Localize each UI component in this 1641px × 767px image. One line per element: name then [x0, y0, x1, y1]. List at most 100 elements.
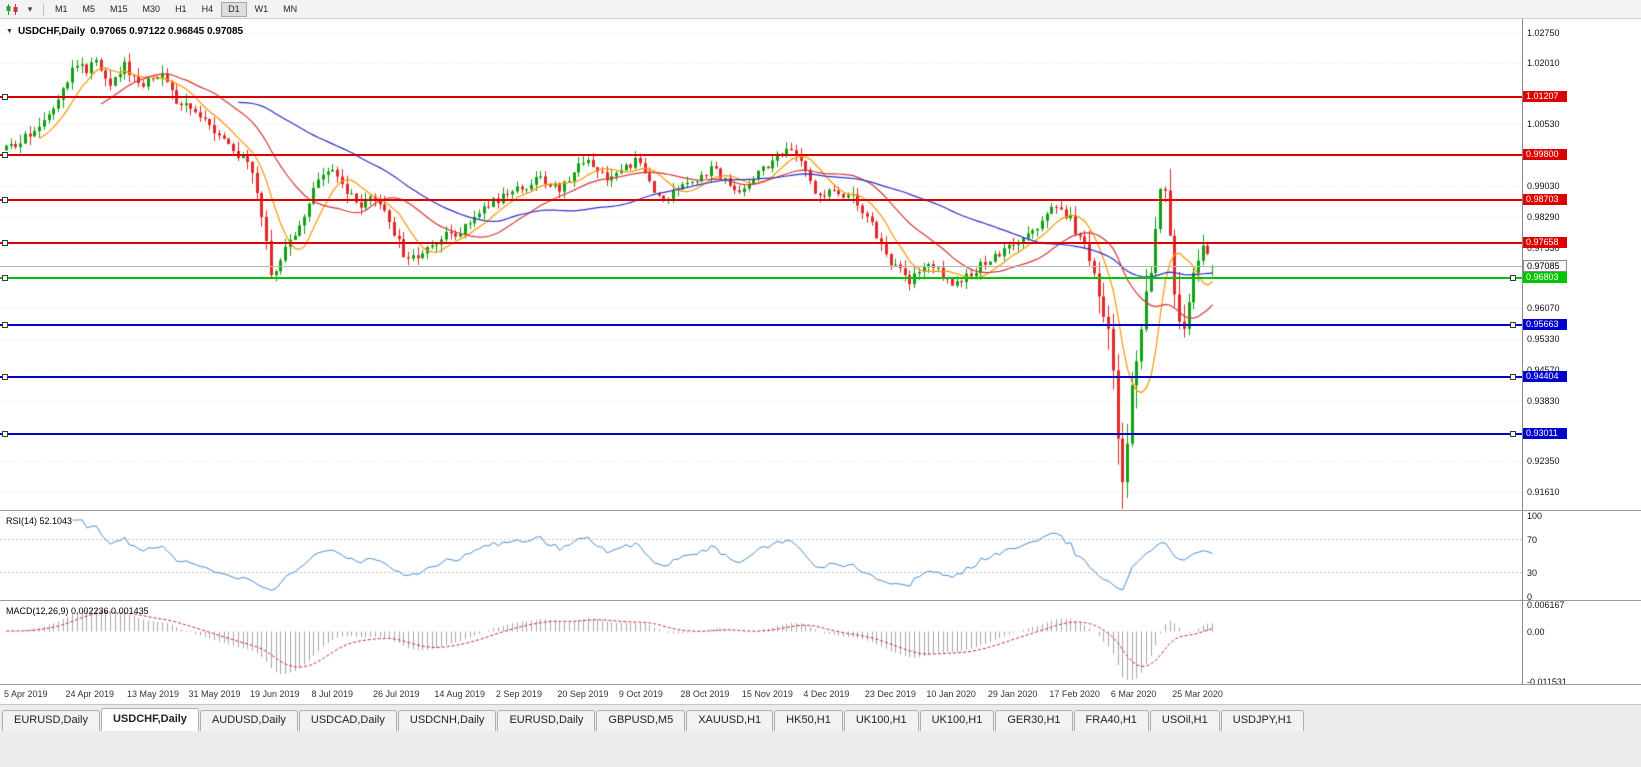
chart-tab-7-xauusd-h1[interactable]: XAUUSD,H1 — [686, 710, 774, 731]
chart-tab-14-usdjpy-h1[interactable]: USDJPY,H1 — [1220, 710, 1304, 731]
time-axis-label: 13 May 2019 — [126, 689, 180, 699]
chart-tab-9-uk100-h1[interactable]: UK100,H1 — [843, 710, 919, 731]
time-axis-label: 31 May 2019 — [188, 689, 241, 699]
toolbar-separator — [43, 2, 44, 16]
time-axis-label: 23 Dec 2019 — [864, 689, 916, 699]
chart-tab-12-fra40-h1[interactable]: FRA40,H1 — [1073, 710, 1149, 731]
chart-type-icon[interactable] — [3, 1, 21, 17]
line-handle[interactable] — [2, 196, 8, 203]
chart-symbol-period: USDCHF,Daily — [17, 26, 86, 37]
price-level-tag: 0.93011 — [1523, 428, 1567, 440]
line-handle[interactable] — [1510, 373, 1516, 380]
support-line[interactable] — [0, 323, 1522, 326]
price-axis-tick: 1.02750 — [1527, 28, 1560, 38]
price-level-tag: 0.99800 — [1523, 148, 1567, 160]
chart-tab-10-uk100-h1[interactable]: UK100,H1 — [919, 710, 995, 731]
price-level-tag: 0.98703 — [1523, 193, 1567, 205]
current-price-tag: 0.97085 — [1523, 260, 1567, 273]
time-axis-label: 4 Dec 2019 — [803, 689, 850, 699]
line-handle[interactable] — [2, 431, 8, 438]
chart-type-dropdown-icon[interactable]: ▾ — [27, 3, 33, 14]
pane-separator-rsi[interactable] — [0, 510, 1641, 511]
time-axis-label: 2 Sep 2019 — [495, 689, 542, 699]
price-axis-tick: 0.95330 — [1527, 333, 1560, 344]
timeframe-button-mn[interactable]: MN — [276, 2, 304, 17]
resistance-line[interactable] — [0, 95, 1522, 98]
price-axis-tick: 0.99030 — [1527, 181, 1560, 192]
price-axis-tick: 0.94570 — [1527, 365, 1560, 375]
timeframe-button-h1[interactable]: H1 — [168, 2, 194, 17]
pane-separator-macd[interactable] — [0, 600, 1641, 601]
rsi-pane-canvas[interactable] — [0, 511, 1522, 600]
support-line[interactable] — [0, 277, 1522, 280]
price-axis-tick: 0.98290 — [1527, 211, 1560, 222]
resistance-line[interactable] — [0, 241, 1522, 244]
macd-axis-label: -0.011531 — [1527, 677, 1567, 688]
time-axis-label: 8 Jul 2019 — [311, 689, 353, 699]
chart-tab-3-usdcad-daily[interactable]: USDCAD,Daily — [298, 710, 397, 731]
chart-tab-bar: EURUSD,Daily USDCHF,Daily AUDUSD,Daily USDC… — [0, 705, 1641, 731]
price-axis-tick: 0.96070 — [1527, 303, 1560, 314]
chart-tab-11-ger30-h1[interactable]: GER30,H1 — [995, 710, 1073, 731]
price-chart-canvas[interactable] — [0, 19, 1522, 510]
symbol-icon: ▼ — [6, 28, 13, 35]
line-handle[interactable] — [2, 93, 8, 100]
macd-indicator-label: MACD(12,26,9) 0.002236 0.001435 — [6, 606, 149, 616]
timeframe-button-m15[interactable]: M15 — [103, 2, 135, 17]
chart-tab-2-audusd-daily[interactable]: AUDUSD,Daily — [199, 710, 298, 731]
time-axis-label: 26 Jul 2019 — [372, 689, 420, 699]
line-handle[interactable] — [2, 275, 8, 282]
price-level-tag: 0.94404 — [1523, 370, 1567, 382]
time-axis-label: 28 Oct 2019 — [680, 689, 730, 699]
chart-ohlc-values: 0.97065 0.97122 0.96845 0.97085 — [90, 26, 244, 37]
line-handle[interactable] — [2, 151, 8, 158]
rsi-indicator-label: RSI(14) 52.1043 — [6, 516, 73, 526]
rsi-axis-label: 70 — [1527, 535, 1538, 546]
chart-tab-4-usdcnh-daily[interactable]: USDCNH,Daily — [397, 710, 497, 731]
line-handle[interactable] — [1510, 431, 1516, 438]
support-line[interactable] — [0, 375, 1522, 378]
price-axis-tick: 0.92350 — [1527, 456, 1560, 467]
timeframe-button-m30[interactable]: M30 — [136, 2, 168, 17]
timeframe-button-w1[interactable]: W1 — [248, 2, 276, 17]
time-axis[interactable]: 5 Apr 2019 24 Apr 2019 13 May 2019 31 May 2… — [0, 685, 1641, 704]
support-line[interactable] — [0, 433, 1522, 436]
chart-tab-0-eurusd-daily[interactable]: EURUSD,Daily — [2, 710, 100, 731]
price-axis-tick: 1.02010 — [1527, 58, 1560, 69]
line-handle[interactable] — [2, 239, 8, 246]
time-axis-label: 6 Mar 2020 — [1110, 689, 1157, 699]
time-axis-label: 14 Aug 2019 — [434, 689, 485, 699]
resistance-line[interactable] — [0, 153, 1522, 156]
price-level-tag: 0.95663 — [1523, 318, 1567, 330]
timeframe-button-m5[interactable]: M5 — [76, 2, 103, 17]
time-axis-label: 10 Jan 2020 — [926, 689, 976, 699]
timeframe-button-m1[interactable]: M1 — [48, 2, 75, 17]
time-axis-label: 25 Mar 2020 — [1172, 689, 1223, 699]
macd-pane-canvas[interactable] — [0, 601, 1522, 684]
chart-title: ▼ USDCHF,Daily 0.97065 0.97122 0.96845 0… — [6, 26, 243, 37]
current-price-line — [0, 266, 1522, 268]
rsi-axis-label: 100 — [1527, 511, 1543, 521]
pane-separator-time-axis[interactable] — [0, 684, 1641, 685]
macd-axis-label: 0.00 — [1527, 627, 1545, 637]
time-axis-label: 5 Apr 2019 — [4, 689, 48, 699]
line-handle[interactable] — [1510, 321, 1516, 328]
time-axis-label: 9 Oct 2019 — [618, 689, 663, 699]
line-handle[interactable] — [1510, 275, 1516, 282]
price-level-tag: 0.96803 — [1523, 272, 1567, 284]
timeframe-button-d1[interactable]: D1 — [221, 1, 247, 17]
time-axis-label: 20 Sep 2019 — [557, 689, 609, 699]
line-handle[interactable] — [2, 321, 8, 328]
time-axis-label: 24 Apr 2019 — [65, 689, 115, 699]
timeframe-toolbar: ▾ M1 M5 M15 M30 H1 H4 D1 W1 MN — [0, 0, 1641, 19]
line-handle[interactable] — [2, 373, 8, 380]
chart-tab-13-usoil-h1[interactable]: USOil,H1 — [1149, 710, 1220, 731]
chart-tab-1-usdchf-daily[interactable]: USDCHF,Daily — [100, 708, 199, 731]
chart-tab-6-gbpusd-m5[interactable]: GBPUSD,M5 — [596, 710, 686, 731]
chart-tab-5-eurusd-daily[interactable]: EURUSD,Daily — [497, 710, 596, 731]
chart-tab-8-hk50-h1[interactable]: HK50,H1 — [774, 710, 843, 731]
resistance-line[interactable] — [0, 198, 1522, 201]
price-axis-column[interactable] — [1522, 19, 1641, 685]
timeframe-button-h4[interactable]: H4 — [195, 2, 221, 17]
price-axis-tick: 0.97530 — [1527, 243, 1560, 254]
